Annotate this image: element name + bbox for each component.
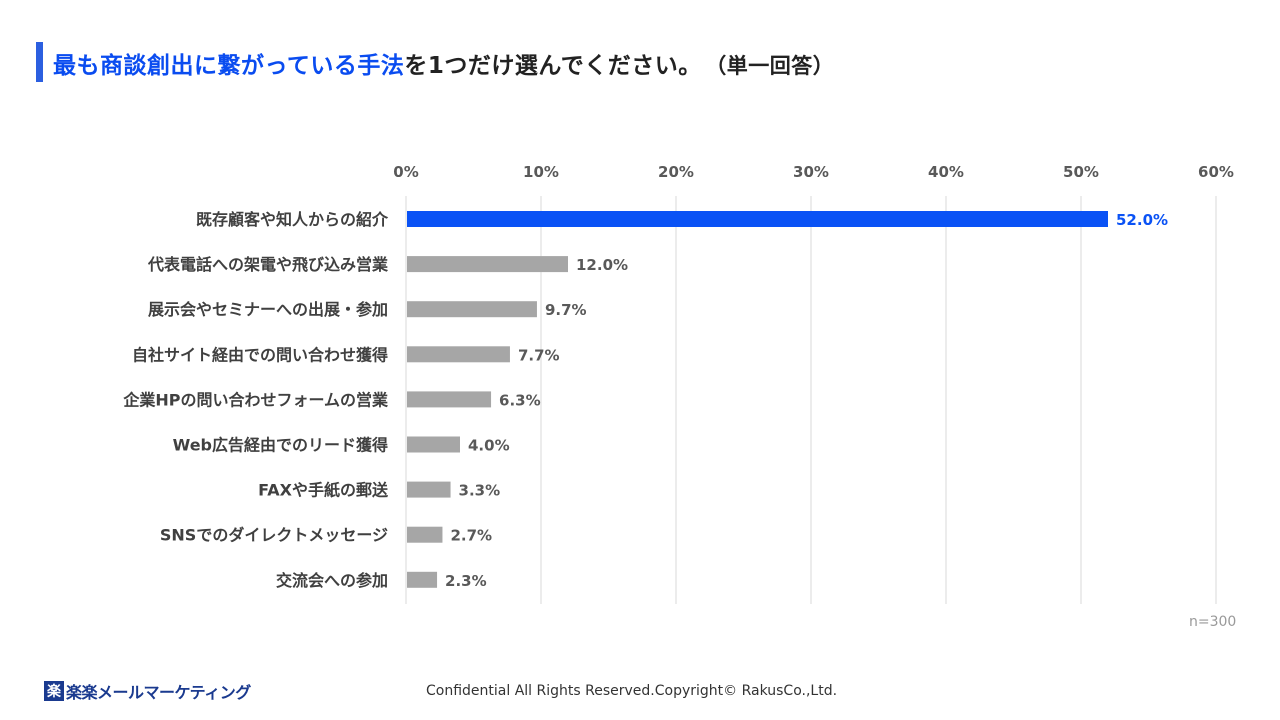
data-label: 2.7% bbox=[450, 527, 492, 545]
bar bbox=[407, 301, 537, 318]
category-label: FAXや手紙の郵送 bbox=[258, 481, 389, 500]
bar bbox=[407, 391, 492, 408]
logo-mark: 楽 bbox=[44, 681, 64, 701]
data-label: 3.3% bbox=[459, 482, 501, 500]
data-label: 6.3% bbox=[499, 391, 541, 409]
category-label: 自社サイト経由での問い合わせ獲得 bbox=[132, 345, 388, 364]
x-tick-label: 40% bbox=[928, 163, 964, 181]
bar bbox=[407, 346, 510, 363]
category-label: 代表電話への架電や飛び込み営業 bbox=[147, 255, 389, 274]
x-tick-label: 10% bbox=[523, 163, 559, 181]
bar bbox=[407, 571, 438, 588]
x-tick-label: 30% bbox=[793, 163, 829, 181]
title-accent-bar bbox=[36, 42, 43, 82]
data-label: 7.7% bbox=[518, 346, 560, 364]
bar bbox=[407, 481, 451, 498]
category-label: 展示会やセミナーへの出展・参加 bbox=[148, 300, 388, 319]
company-logo: 楽楽楽メールマーケティング bbox=[44, 680, 251, 702]
title-rest: を1つだけ選んでください。 bbox=[404, 53, 702, 79]
data-label: 9.7% bbox=[545, 301, 587, 319]
page-title: 最も商談創出に繋がっている手法を1つだけ選んでください。 （単一回答） bbox=[53, 46, 834, 80]
bar bbox=[407, 211, 1108, 227]
x-tick-label: 50% bbox=[1063, 163, 1099, 181]
title-highlight: 最も商談創出に繋がっている手法 bbox=[53, 53, 405, 79]
bar bbox=[407, 256, 568, 273]
copyright-text: Confidential All Rights Reserved.Copyrig… bbox=[426, 683, 838, 699]
bar bbox=[407, 436, 460, 453]
sample-size-note: n=300 bbox=[1189, 614, 1237, 630]
category-label: 企業HPの問い合わせフォームの営業 bbox=[122, 390, 389, 409]
category-label: Web広告経由でのリード獲得 bbox=[173, 436, 388, 455]
x-tick-label: 60% bbox=[1198, 163, 1234, 181]
bar bbox=[407, 526, 443, 543]
data-label: 4.0% bbox=[468, 437, 510, 455]
data-label: 52.0% bbox=[1116, 211, 1168, 229]
category-label: 既存顧客や知人からの紹介 bbox=[196, 210, 389, 229]
title-sub: （単一回答） bbox=[715, 54, 835, 78]
logo-text: 楽楽メールマーケティング bbox=[66, 683, 251, 702]
x-tick-label: 0% bbox=[393, 163, 418, 181]
data-label: 12.0% bbox=[576, 256, 628, 274]
data-label: 2.3% bbox=[445, 572, 487, 590]
category-label: 交流会への参加 bbox=[276, 571, 388, 590]
category-label: SNSでのダイレクトメッセージ bbox=[160, 526, 388, 545]
x-tick-label: 20% bbox=[658, 163, 694, 181]
